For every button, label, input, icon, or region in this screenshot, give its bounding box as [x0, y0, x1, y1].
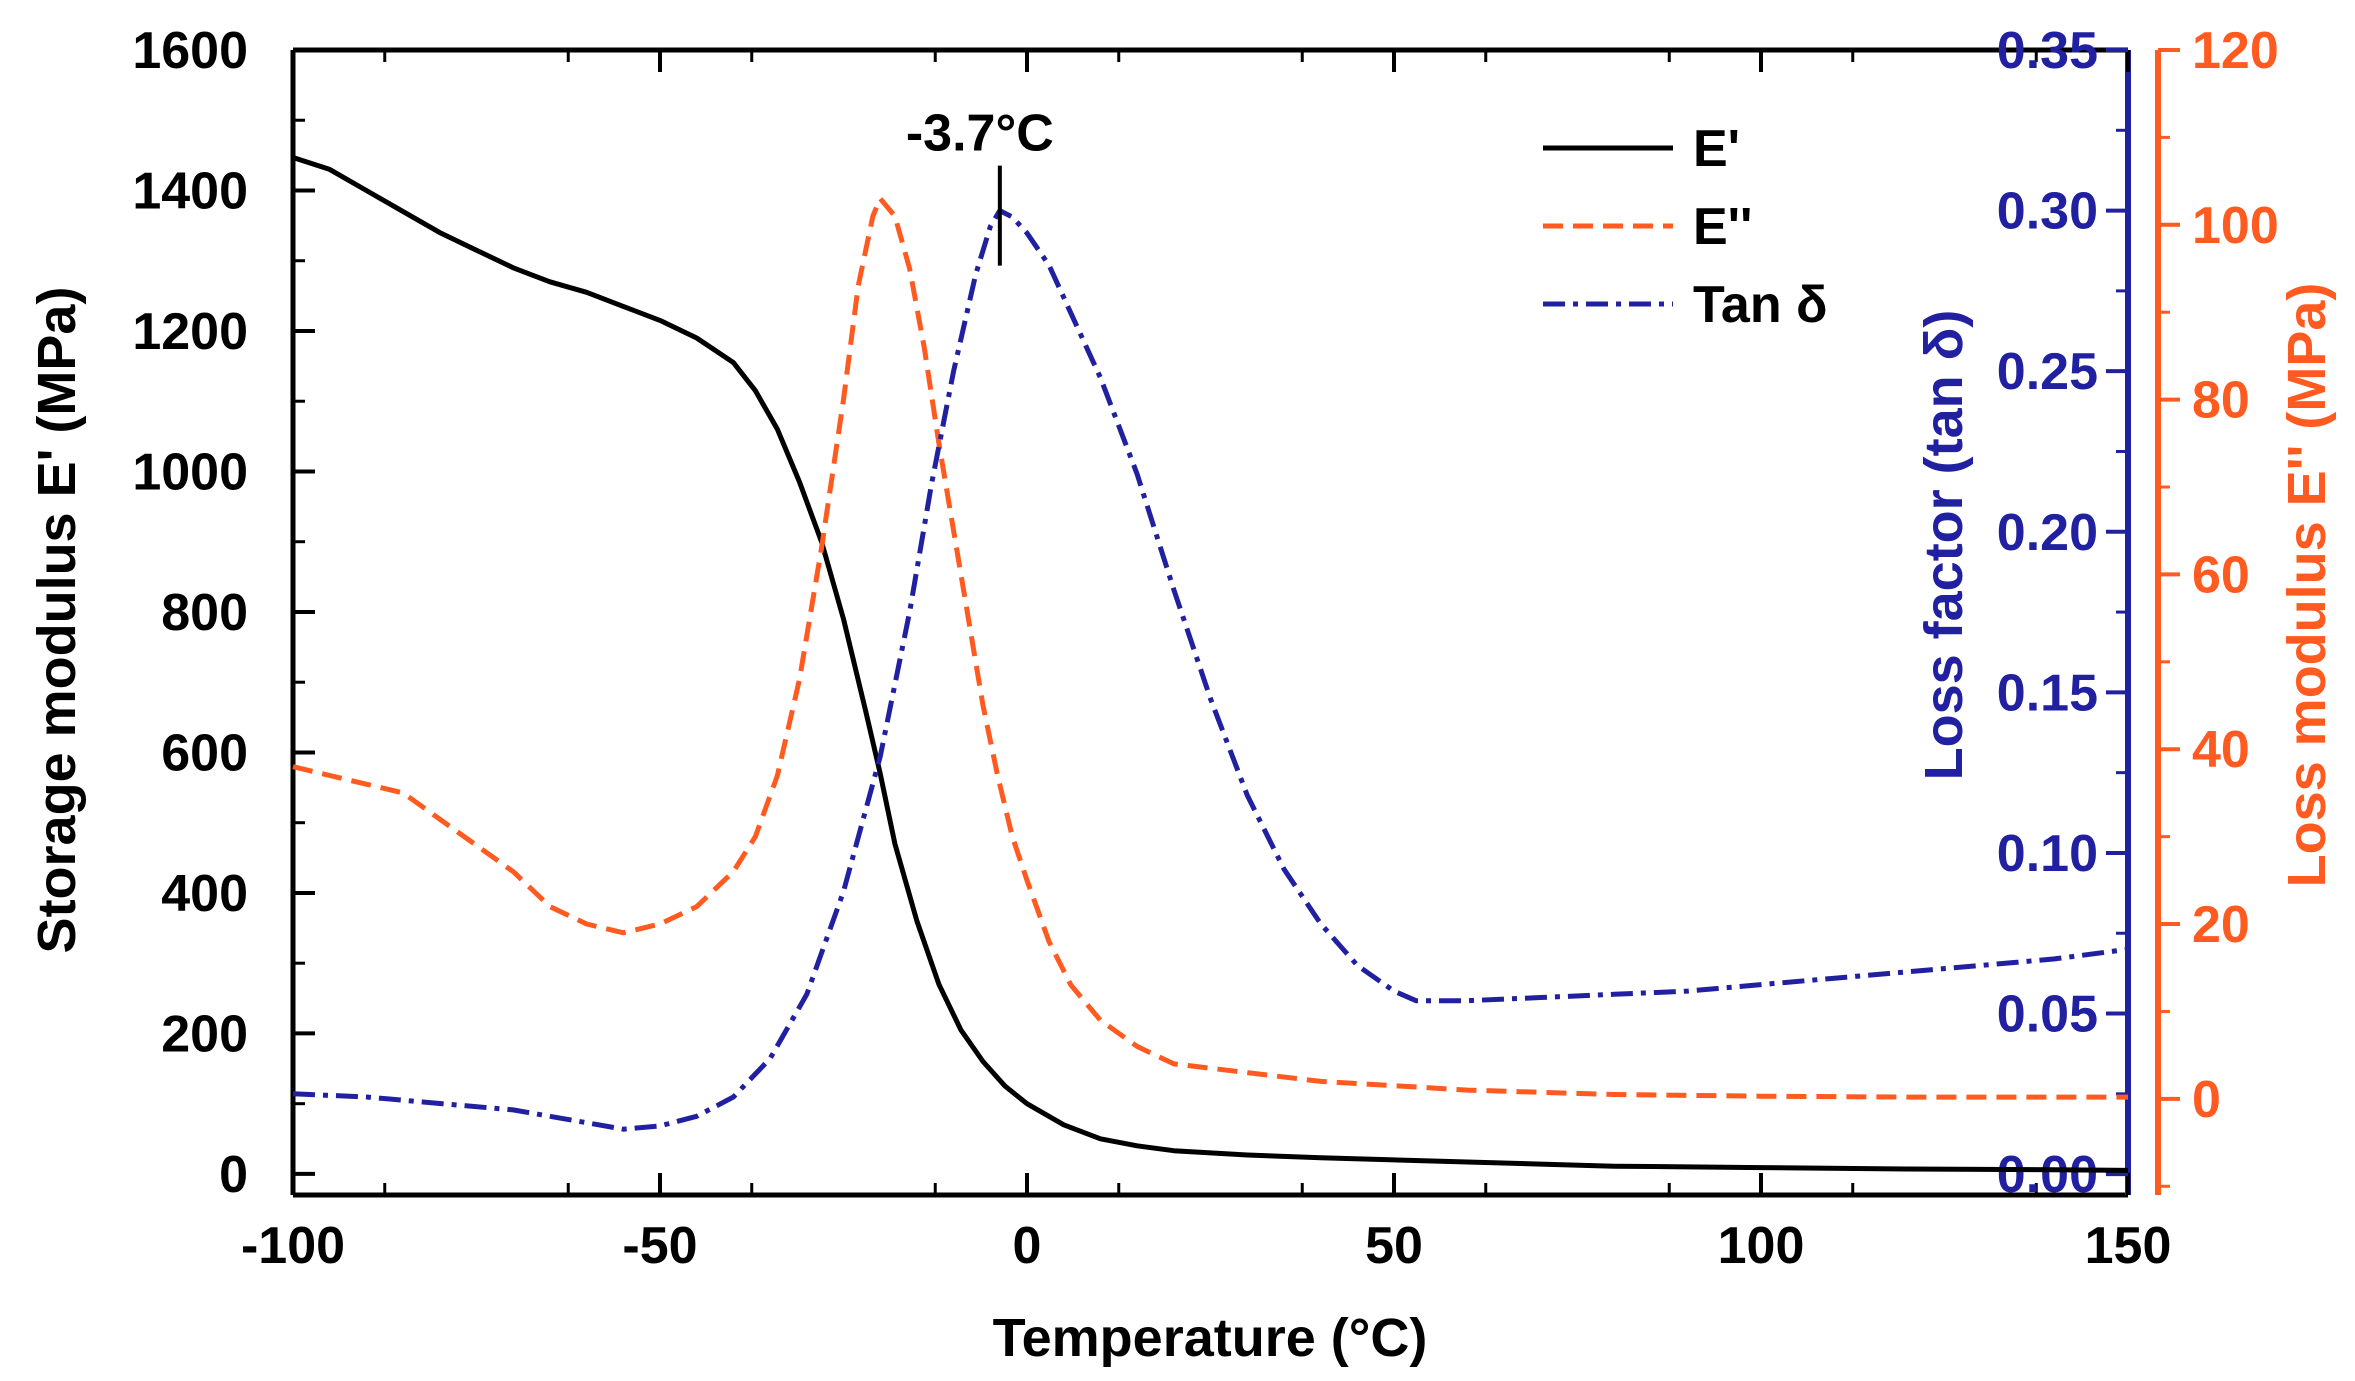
loss-modulus-y-tick-label: 20 [2192, 896, 2250, 954]
series-line-e-double-prime [292, 196, 2128, 1100]
x-axis-title: Temperature (°C) [993, 1308, 1428, 1368]
x-tick-label: -100 [241, 1217, 345, 1275]
series-line-e-prime [292, 155, 2129, 1173]
peak-annotation: -3.7°C [906, 105, 1054, 163]
left-y-tick-label: 0 [219, 1146, 248, 1204]
x-tick-label: 150 [2085, 1217, 2172, 1275]
left-y-tick-label: 800 [161, 584, 248, 642]
tan-y-tick-label: 0.15 [1997, 664, 2098, 722]
left-y-tick-label: 1600 [132, 22, 248, 80]
loss-modulus-y-tick-label: 0 [2192, 1071, 2221, 1129]
series-line-tan-delta [292, 208, 2129, 1132]
loss-modulus-y-tick-label: 100 [2192, 197, 2279, 255]
tan-y-tick-label: 0.00 [1997, 1146, 2098, 1204]
x-tick-label: 50 [1365, 1217, 1423, 1275]
left-y-tick-label: 1400 [132, 162, 248, 220]
left-y-tick-label: 600 [161, 724, 248, 782]
legend-label-tan-delta: Tan δ [1693, 276, 1828, 334]
left-y-tick-label: 1000 [132, 443, 248, 501]
left-y-axis-title: Storage modulus E' (MPa) [27, 287, 87, 954]
tan-y-tick-label: 0.10 [1997, 825, 2098, 883]
loss-modulus-y-tick-label: 40 [2192, 721, 2250, 779]
legend: E' E'' Tan δ [1543, 120, 1828, 334]
right-y-axis-tan-title: Loss factor (tan δ) [1914, 310, 1974, 781]
right-y-axis-loss-modulus-title: Loss modulus E'' (MPa) [2277, 283, 2337, 888]
tan-y-tick-label: 0.25 [1997, 343, 2098, 401]
tan-y-tick-label: 0.20 [1997, 504, 2098, 562]
left-y-tick-label: 200 [161, 1005, 248, 1063]
tan-y-tick-label: 0.05 [1997, 986, 2098, 1044]
x-tick-label: 100 [1718, 1217, 1805, 1275]
tan-y-tick-label: 0.35 [1997, 22, 2098, 80]
left-y-tick-label: 1200 [132, 303, 248, 361]
tan-y-tick-label: 0.30 [1997, 183, 2098, 241]
x-tick-label: -50 [622, 1217, 697, 1275]
legend-label-e-prime: E' [1693, 120, 1740, 178]
left-y-tick-label: 400 [161, 865, 248, 923]
loss-modulus-y-tick-label: 60 [2192, 546, 2250, 604]
legend-label-e-double-prime: E'' [1693, 198, 1752, 256]
x-tick-label: 0 [1013, 1217, 1042, 1275]
loss-modulus-y-tick-label: 80 [2192, 372, 2250, 430]
loss-modulus-y-tick-label: 120 [2192, 22, 2279, 80]
